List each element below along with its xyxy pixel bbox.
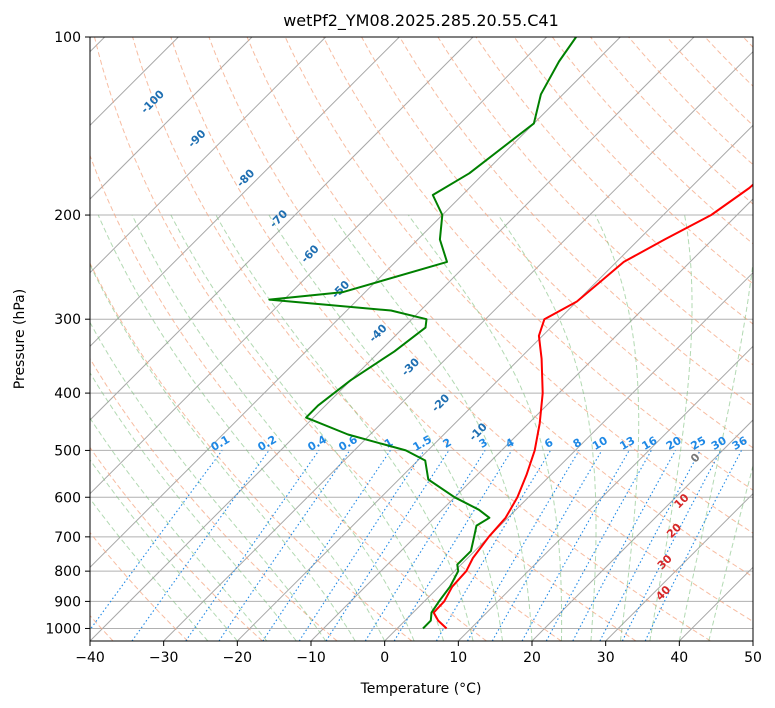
dry-adiabat <box>322 37 753 491</box>
moist-adiabat <box>90 371 297 641</box>
isotherm-line <box>90 37 695 641</box>
isotherm-line <box>90 37 253 200</box>
mixing-ratio-line <box>325 450 450 641</box>
moist-adiabat <box>407 214 563 641</box>
moist-adiabat <box>708 464 753 641</box>
mixing-ratio-line <box>435 450 552 641</box>
mixing-ratio-line <box>467 450 580 641</box>
isotherm-line <box>605 492 753 641</box>
mixing-ratio-line <box>572 450 676 641</box>
y-tick-label: 700 <box>54 530 81 546</box>
x-tick-label: −30 <box>149 650 179 666</box>
dry-adiabat <box>590 37 753 205</box>
x-tick-label: −40 <box>75 650 105 666</box>
mixing-ratio-line <box>545 450 652 641</box>
moist-adiabat <box>497 214 597 641</box>
x-tick-label: 0 <box>380 650 389 666</box>
dry-adiabat <box>246 37 753 578</box>
y-axis-title: Pressure (hPa) <box>12 289 28 389</box>
mixing-ratio-line <box>218 450 351 641</box>
y-tick-label: 400 <box>54 386 81 402</box>
isotherm-line <box>90 37 548 495</box>
dry-adiabat <box>361 37 753 449</box>
dry-adiabat <box>284 37 753 534</box>
dry-adiabat <box>90 154 487 641</box>
x-tick-label: 10 <box>449 650 467 666</box>
dewpoint-profile-line <box>268 37 577 630</box>
y-tick-label: 800 <box>54 564 81 580</box>
dry-adiabat <box>475 37 753 325</box>
x-tick-label: 30 <box>597 650 615 666</box>
mixing-ratio-line <box>393 450 513 641</box>
moist-adiabat <box>90 497 209 641</box>
x-tick-label: −20 <box>223 650 253 666</box>
y-tick-label: 500 <box>54 443 81 459</box>
moist-adiabat <box>90 263 356 641</box>
x-tick-label: −10 <box>296 650 326 666</box>
isotherm-line <box>90 37 621 569</box>
isotherm-line <box>90 37 400 348</box>
moist-adiabat <box>649 214 693 641</box>
y-tick-label: 100 <box>54 30 81 46</box>
mixing-ratio-line <box>364 450 486 641</box>
y-tick-label: 1000 <box>45 622 81 638</box>
chart-title: wetPf2_YM08.2025.285.20.55.C41 <box>283 11 559 31</box>
moist-adiabat <box>90 321 327 641</box>
moist-adiabat <box>678 259 753 641</box>
moist-adiabat <box>170 214 445 641</box>
x-tick-label: 50 <box>744 650 762 666</box>
dry-adiabat <box>437 37 753 366</box>
axis-ticks: −40 −30 −20 −10 0 10 20 30 40 50 100 200 300 400 500 60… <box>45 30 762 666</box>
mixing-ratio-line <box>521 450 630 641</box>
x-axis-title: Temperature (°C) <box>360 681 482 697</box>
isotherm-line <box>163 50 753 641</box>
temperature-profile-line <box>432 183 753 630</box>
mixing-ratio-line <box>491 450 603 641</box>
isotherm-line <box>90 37 327 274</box>
profile-series <box>268 37 753 630</box>
dry-adiabat <box>90 357 338 641</box>
dry-adiabat <box>94 37 562 641</box>
background-lines <box>90 37 753 641</box>
dry-adiabat <box>170 37 711 641</box>
dry-adiabat <box>551 37 753 245</box>
y-tick-label: 300 <box>54 312 81 328</box>
moist-adiabat <box>594 214 640 641</box>
x-tick-label: 40 <box>670 650 688 666</box>
isotherm-line <box>457 345 753 641</box>
moist-adiabat <box>90 417 268 641</box>
dry-adiabat <box>90 531 189 641</box>
dry-adiabat <box>132 37 637 641</box>
plot-frame <box>89 36 754 642</box>
y-tick-label: 200 <box>54 208 81 224</box>
dry-adiabat <box>208 37 753 623</box>
y-tick-label: 600 <box>54 490 81 506</box>
moist-adiabat <box>131 214 415 641</box>
moist-adiabat <box>97 214 386 641</box>
dry-adiabat <box>90 262 413 641</box>
moist-adiabat <box>90 458 238 641</box>
moist-adiabat <box>268 214 503 641</box>
x-tick-label: 20 <box>523 650 541 666</box>
isotherm-line <box>90 37 474 421</box>
y-tick-label: 900 <box>54 594 81 610</box>
dry-adiabat <box>399 37 753 407</box>
mixing-ratio-line <box>90 450 223 631</box>
mixing-ratio-line <box>131 450 270 641</box>
isotherm-line <box>531 419 753 641</box>
